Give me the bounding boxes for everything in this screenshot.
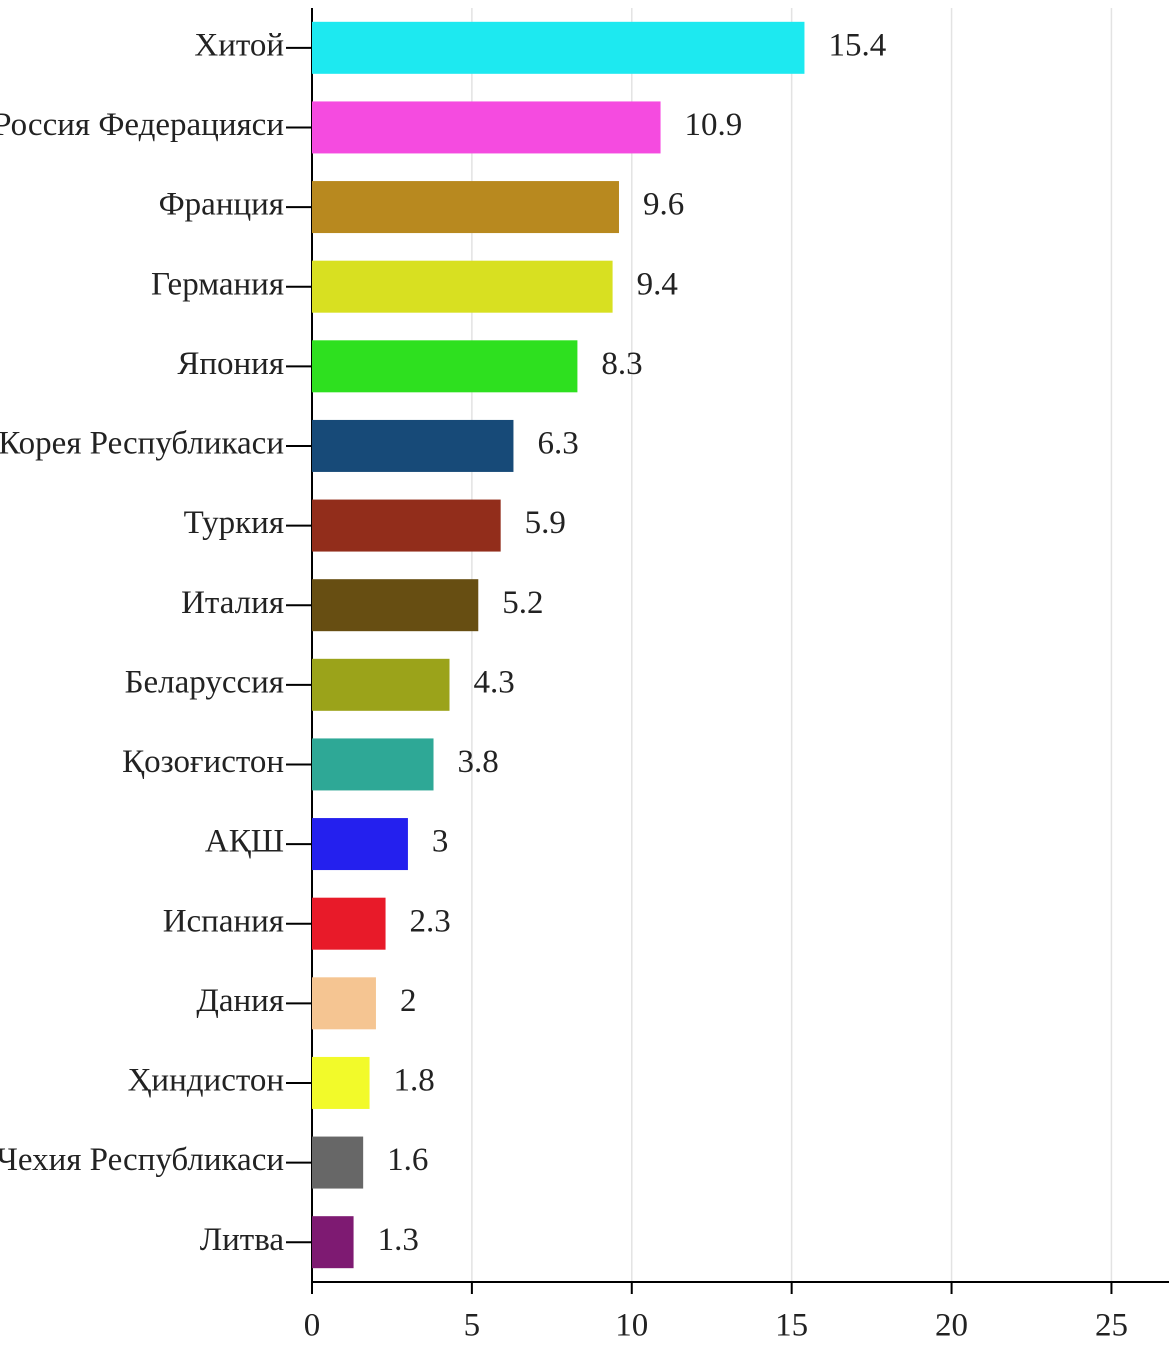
y-tick-label: Ҳиндистон <box>128 1063 284 1099</box>
x-tick-label: 25 <box>1095 1308 1128 1344</box>
y-tick-label: Италия <box>181 585 284 621</box>
y-tick-label: Франция <box>159 187 284 223</box>
bar <box>312 499 501 552</box>
value-label: 4.3 <box>474 664 515 700</box>
bar <box>312 818 408 871</box>
value-label: 1.6 <box>387 1142 428 1178</box>
value-label: 8.3 <box>601 346 642 382</box>
bar <box>312 419 514 472</box>
value-label: 3 <box>432 824 449 860</box>
bar <box>312 21 805 74</box>
value-label: 9.4 <box>637 266 678 302</box>
bar <box>312 658 450 711</box>
y-tick-label: Япония <box>177 346 284 382</box>
bar <box>312 977 376 1030</box>
value-label: 2 <box>400 983 417 1019</box>
y-tick-label: Қозоғистон <box>122 744 284 780</box>
bar <box>312 897 386 950</box>
value-label: 1.8 <box>394 1063 435 1099</box>
y-tick-label: Беларуссия <box>125 664 284 700</box>
bar <box>312 181 619 234</box>
value-label: 5.9 <box>525 505 566 541</box>
x-tick-label: 10 <box>615 1308 648 1344</box>
y-tick-label: Россия Федерацияси <box>0 107 284 143</box>
y-tick-label: Дания <box>196 983 284 1019</box>
value-label: 6.3 <box>537 426 578 462</box>
x-tick-label: 15 <box>775 1308 808 1344</box>
bar <box>312 101 661 154</box>
bar <box>312 579 479 632</box>
bar <box>312 340 578 393</box>
y-tick-label: АҚШ <box>205 824 284 860</box>
x-tick-label: 20 <box>935 1308 968 1344</box>
y-tick-label: Туркия <box>184 505 284 541</box>
y-tick-label: Чехия Республикаси <box>0 1142 284 1178</box>
value-label: 1.3 <box>378 1222 419 1258</box>
y-tick-label: Литва <box>200 1222 285 1258</box>
y-tick-label: Хитой <box>194 27 284 63</box>
bar <box>312 260 613 313</box>
x-tick-label: 5 <box>464 1308 481 1344</box>
x-tick-label: 0 <box>304 1308 321 1344</box>
bar <box>312 1056 370 1109</box>
bar <box>312 1216 354 1269</box>
y-tick-label: Германия <box>151 266 284 302</box>
y-tick-label: Испания <box>163 903 284 939</box>
value-label: 9.6 <box>643 187 684 223</box>
bar <box>312 1136 364 1189</box>
value-label: 3.8 <box>458 744 499 780</box>
value-label: 5.2 <box>502 585 543 621</box>
value-label: 2.3 <box>410 903 451 939</box>
value-label: 10.9 <box>685 107 743 143</box>
value-label: 15.4 <box>828 27 886 63</box>
y-tick-label: Корея Республикаси <box>0 426 284 462</box>
bar <box>312 738 434 791</box>
